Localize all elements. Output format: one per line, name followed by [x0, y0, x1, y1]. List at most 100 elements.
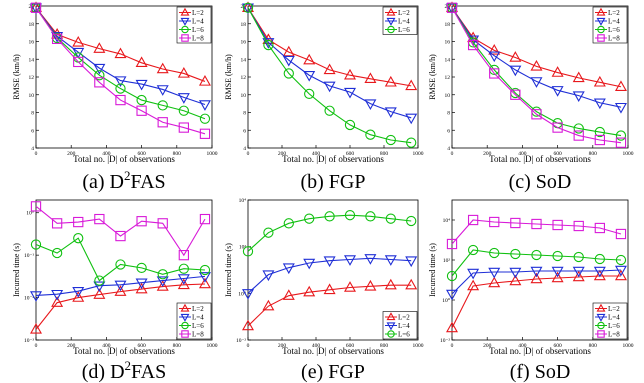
x-tick-label: 600	[553, 343, 562, 349]
chart-panel-5: 0 200 400 600 800 1000 10⁻² 10⁰ 10² 10⁴ Total no. …	[224, 198, 424, 383]
legend-marker-L=6	[181, 25, 189, 34]
y-axis-label: RMSE (km/h)	[224, 54, 233, 100]
y-tick-label: 18	[241, 22, 247, 28]
y-tick-label: 10⁻²	[24, 296, 34, 302]
legend-marker-L=4	[386, 17, 396, 26]
data-point-L=4	[593, 98, 606, 110]
y-tick-label: 8	[31, 111, 34, 117]
data-point-L=2	[572, 71, 585, 83]
legend-label-L=8: L=8	[192, 331, 204, 339]
data-point-L=6	[594, 253, 605, 265]
data-point-L=8	[73, 216, 84, 228]
x-tick-label: 0	[35, 151, 38, 157]
y-tick-label: 6	[31, 128, 34, 134]
data-point-L=4	[241, 3, 255, 15]
legend-marker-L=8	[181, 330, 189, 338]
data-point-L=4	[364, 254, 377, 265]
caption-tail: FAS	[131, 361, 166, 383]
series-line-L=2	[451, 7, 622, 88]
x-tick-label: 0	[247, 151, 250, 157]
data-point-L=8	[531, 218, 542, 230]
data-point-L=6	[446, 270, 458, 282]
data-point-L=6	[304, 213, 315, 224]
data-point-L=4	[177, 93, 190, 104]
data-point-L=4	[303, 70, 316, 82]
data-point-L=8	[446, 2, 458, 13]
data-point-L=2	[467, 279, 480, 291]
data-point-L=8	[115, 94, 126, 106]
data-point-L=4	[323, 256, 336, 268]
data-point-L=6	[178, 263, 189, 274]
y-tick-label: 14	[445, 57, 451, 63]
data-point-L=2	[384, 278, 397, 290]
y-tick-label: 6	[243, 128, 246, 134]
series-line-L=6	[247, 7, 412, 144]
data-point-L=2	[530, 272, 543, 284]
legend-label-L=6: L=6	[192, 322, 204, 330]
data-point-L=2	[343, 281, 357, 292]
data-point-L=4	[530, 77, 543, 88]
data-point-L=8	[510, 89, 521, 100]
data-point-L=6	[510, 248, 521, 260]
y-tick-label: 10	[29, 93, 35, 99]
data-point-L=2	[509, 51, 522, 62]
data-point-L=8	[157, 218, 168, 229]
caption-main: (e) FGP	[301, 361, 365, 383]
data-point-L=2	[135, 282, 148, 294]
y-tick-label: 14	[29, 57, 35, 63]
legend-label-L=4: L=4	[398, 18, 410, 26]
legend-marker-L=6	[597, 321, 605, 330]
legend-marker-L=2	[596, 7, 606, 16]
data-point-L=4	[93, 281, 106, 293]
chart-panel-4: 0 200 400 600 800 1000 10⁻³ 10⁻² 10⁻¹ 10⁰ Total no…	[12, 199, 218, 383]
x-tick-label: 200	[278, 343, 287, 349]
data-point-L=6	[552, 250, 563, 262]
series-line-L=4	[35, 275, 206, 297]
data-point-L=6	[51, 247, 63, 259]
series-line-L=2	[247, 284, 412, 327]
y-tick-label: 10⁻²	[236, 338, 246, 344]
legend-label-L=2: L=2	[608, 9, 620, 17]
data-point-L=4	[93, 63, 106, 75]
data-point-L=2	[156, 280, 169, 291]
caption-superscript: 2	[124, 168, 131, 183]
data-point-L=6	[385, 134, 396, 146]
data-point-L=6	[283, 68, 294, 79]
data-point-L=2	[177, 67, 190, 78]
legend-label-L=8: L=8	[608, 35, 620, 43]
y-tick-label: 10	[241, 93, 247, 99]
data-point-L=4	[614, 102, 627, 114]
series-line-L=2	[247, 7, 412, 87]
data-point-L=4	[323, 81, 336, 93]
data-point-L=8	[30, 201, 42, 212]
data-point-L=6	[283, 218, 294, 229]
legend-label-L=6: L=6	[398, 26, 410, 34]
x-tick-label: 1000	[207, 151, 218, 157]
y-tick-label: 10²	[443, 258, 451, 264]
data-point-L=8	[467, 39, 479, 51]
x-axis-label: Total no. |D| of observations	[282, 346, 384, 356]
legend-label-L=4: L=4	[608, 314, 620, 322]
legend-marker-L=2	[596, 303, 606, 312]
data-point-L=4	[405, 256, 418, 268]
x-tick-label: 1000	[413, 151, 424, 157]
data-point-L=2	[198, 277, 211, 289]
data-point-L=4	[241, 289, 255, 300]
y-tick-label: 8	[447, 111, 450, 117]
data-point-L=8	[615, 228, 627, 240]
y-tick-label: 16	[29, 40, 35, 46]
x-tick-label: 0	[451, 343, 454, 349]
data-point-L=8	[573, 220, 584, 232]
y-axis-label: RMSE (km/h)	[12, 54, 21, 100]
data-point-L=4	[135, 278, 148, 290]
legend-marker-L=6	[387, 330, 395, 338]
legend-label-L=2: L=2	[192, 305, 204, 313]
data-point-L=4	[156, 276, 169, 288]
data-point-L=4	[364, 99, 377, 111]
data-point-L=6	[615, 130, 627, 141]
series-line-L=2	[35, 7, 206, 82]
x-tick-label: 800	[589, 343, 598, 349]
x-tick-label: 200	[67, 151, 76, 157]
legend-marker-L=2	[386, 312, 396, 321]
